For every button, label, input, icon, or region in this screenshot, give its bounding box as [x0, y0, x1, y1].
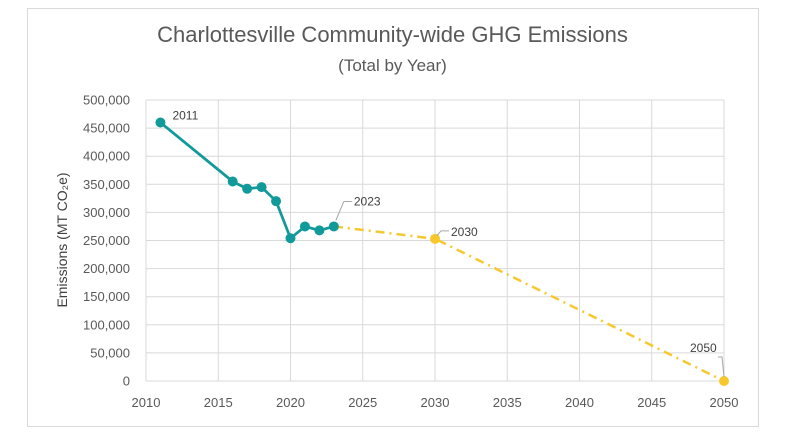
- data-point: [285, 233, 296, 244]
- annotation-leader: [436, 230, 449, 237]
- x-tick-label: 2040: [565, 395, 594, 410]
- series-markers: [155, 117, 729, 386]
- data-label: 2030: [451, 225, 478, 239]
- annotation-leader: [718, 356, 725, 378]
- x-tick-labels: 2010 2015 2020 2025 2030 2035 2040 2045 2050: [132, 395, 739, 410]
- series-line-2: [333, 225, 725, 383]
- x-tick-label: 2020: [276, 395, 305, 410]
- series-line-1: [159, 121, 335, 240]
- y-tick-labels: 0 50,000 100,000 150,000 200,000 250,000 300,0…: [83, 93, 130, 389]
- x-tick-label: 2030: [421, 395, 450, 410]
- data-label: 2023: [354, 194, 381, 208]
- x-tick-label: 2025: [348, 395, 377, 410]
- y-tick-label: 100,000: [83, 317, 130, 332]
- data-label: 2050: [690, 341, 717, 355]
- data-label: 2011: [172, 108, 198, 122]
- annotation-leader: [335, 200, 352, 221]
- data-point: [242, 183, 253, 194]
- chart-frame: [27, 8, 759, 427]
- y-tick-label: 300,000: [83, 205, 130, 220]
- data-point: [256, 182, 267, 193]
- data-point: [227, 176, 238, 187]
- x-tick-label: 2010: [132, 395, 161, 410]
- annotations: 2011 2023 2030 2050: [172, 108, 725, 378]
- y-tick-label: 200,000: [83, 261, 130, 276]
- y-axis-label: Emissions (MT CO₂e): [54, 172, 70, 307]
- data-point: [328, 221, 339, 232]
- y-tick-label: 450,000: [83, 121, 130, 136]
- y-tick-label: 0: [123, 374, 130, 389]
- x-tick-label: 2045: [637, 395, 666, 410]
- y-tick-label: 350,000: [83, 177, 130, 192]
- data-point: [299, 221, 310, 232]
- y-tick-label: 500,000: [83, 93, 130, 108]
- data-point: [719, 376, 729, 386]
- data-point: [155, 117, 166, 128]
- data-point: [314, 225, 325, 236]
- chart-subtitle: (Total by Year): [338, 56, 447, 75]
- x-tick-label: 2050: [710, 395, 739, 410]
- chart-title: Charlottesville Community-wide GHG Emiss…: [157, 22, 628, 47]
- x-tick-label: 2015: [204, 395, 233, 410]
- x-tick-label: 2035: [493, 395, 522, 410]
- series-lines: [159, 121, 725, 383]
- y-tick-label: 400,000: [83, 149, 130, 164]
- y-tick-label: 50,000: [90, 345, 130, 360]
- y-tick-label: 250,000: [83, 233, 130, 248]
- y-tick-label: 150,000: [83, 289, 130, 304]
- data-point: [430, 233, 440, 244]
- data-point: [271, 196, 282, 207]
